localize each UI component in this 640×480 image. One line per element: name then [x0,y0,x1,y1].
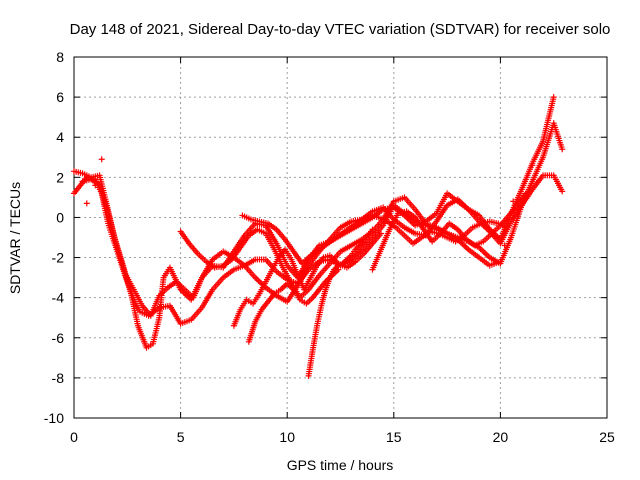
x-tick-label: 25 [599,429,615,445]
x-axis-label: GPS time / hours [287,457,394,473]
outlier-point [98,156,105,163]
chart-title: Day 148 of 2021, Sidereal Day-to-day VTE… [70,21,611,38]
outlier-point [141,338,148,345]
x-tick-label: 5 [177,429,185,445]
data-point [497,258,504,265]
y-tick-label: 2 [56,169,64,185]
y-tick-label: -10 [44,410,64,426]
data-point [550,94,557,101]
data-point [369,226,376,233]
y-tick-label: -8 [52,370,65,386]
plot-frame [73,56,608,419]
y-tick-label: -4 [52,290,65,306]
grid-lines [74,57,607,418]
y-tick-label: 8 [56,49,64,65]
data-point [503,224,510,231]
x-tick-label: 15 [386,429,402,445]
outlier-point [501,242,508,249]
axis-ticks: 0 5 10 15 20 25 -10 -8 -6 -4 -2 0 2 4 6 8 [44,49,615,445]
outlier-point [92,182,99,189]
data-point [378,230,385,237]
y-tick-label: 4 [56,129,64,145]
y-axis-label: SDTVAR / TECUs [7,182,23,294]
y-tick-label: -2 [52,250,65,266]
data-point [559,146,566,153]
outlier-point [510,198,517,205]
x-tick-label: 10 [279,429,295,445]
y-tick-label: 0 [56,209,64,225]
x-tick-label: 20 [493,429,509,445]
data-point [522,190,529,197]
x-tick-label: 0 [70,429,78,445]
y-tick-label: 6 [56,89,64,105]
outlier-point [529,162,536,169]
data-points [71,94,566,379]
outlier-point [83,200,90,207]
y-tick-label: -6 [52,330,65,346]
data-point [559,188,566,195]
